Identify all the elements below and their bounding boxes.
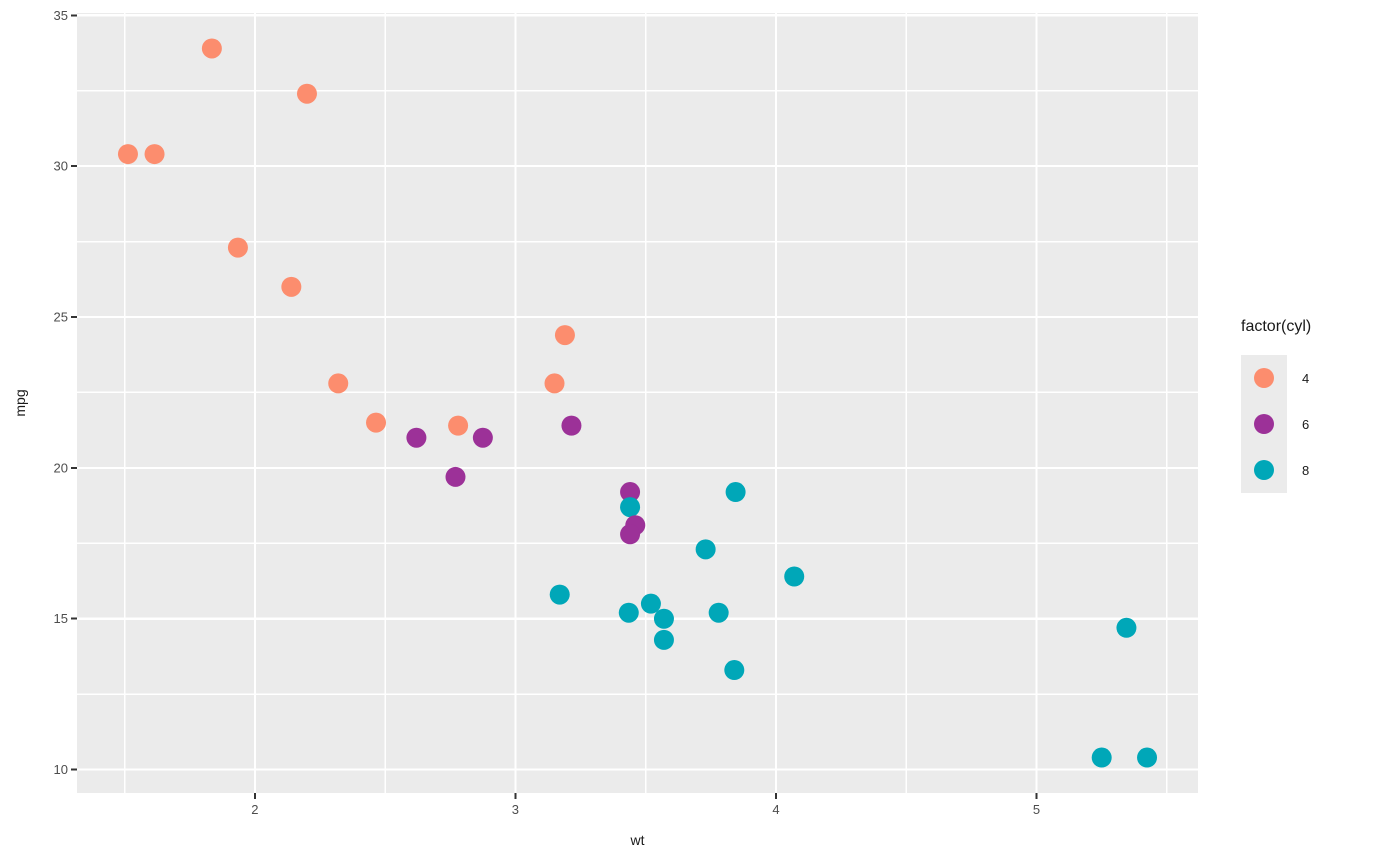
- data-point: [1137, 747, 1158, 768]
- legend-key-label: 8: [1302, 462, 1310, 478]
- y-tick-label: 15: [54, 611, 68, 626]
- legend-entry: 8: [1241, 447, 1311, 493]
- legend-key: [1241, 355, 1287, 401]
- y-tick-label: 30: [54, 159, 68, 174]
- data-point: [406, 427, 427, 448]
- data-point: [620, 482, 641, 503]
- legend-point-swatch: [1254, 414, 1274, 434]
- data-point: [117, 144, 138, 165]
- legend-point-swatch: [1254, 368, 1274, 388]
- plot-panel: [77, 13, 1198, 793]
- x-tick-label: 3: [512, 802, 519, 817]
- y-tick-label: 35: [54, 8, 68, 23]
- data-point: [144, 144, 165, 165]
- data-point: [296, 83, 317, 104]
- data-point: [227, 237, 248, 258]
- data-point: [1116, 617, 1137, 638]
- legend-keys: 4 6 8: [1241, 355, 1311, 493]
- y-tick-label: 20: [54, 460, 68, 475]
- data-point: [549, 584, 570, 605]
- y-tick-label: 25: [54, 310, 68, 325]
- legend-key-label: 4: [1302, 370, 1310, 386]
- data-point: [695, 539, 716, 560]
- data-point: [554, 325, 575, 346]
- data-point: [544, 373, 565, 394]
- legend-point-swatch: [1254, 460, 1274, 480]
- data-point: [1091, 747, 1112, 768]
- data-point: [784, 566, 805, 587]
- x-tick-label: 2: [251, 802, 258, 817]
- data-point: [618, 602, 639, 623]
- data-point: [472, 427, 493, 448]
- data-point: [724, 660, 745, 681]
- data-point: [445, 466, 466, 487]
- data-point: [620, 497, 641, 518]
- data-point: [328, 373, 349, 394]
- data-point: [561, 415, 582, 436]
- data-point: [708, 602, 729, 623]
- data-point: [653, 608, 674, 629]
- data-point: [653, 629, 674, 650]
- data-point: [725, 482, 746, 503]
- x-axis-title: wt: [630, 832, 645, 848]
- data-point: [201, 38, 222, 59]
- data-point: [281, 276, 302, 297]
- legend-key: [1241, 401, 1287, 447]
- data-point: [448, 415, 469, 436]
- legend-entry: 4: [1241, 355, 1311, 401]
- y-tick-label: 10: [54, 762, 68, 777]
- y-axis-title: mpg: [12, 389, 28, 417]
- data-point: [620, 524, 641, 545]
- legend-key: [1241, 447, 1287, 493]
- data-point: [366, 412, 387, 433]
- x-tick-label: 4: [772, 802, 779, 817]
- x-tick-label: 5: [1033, 802, 1040, 817]
- legend: factor(cyl) 4 6 8: [1241, 318, 1311, 493]
- legend-key-label: 6: [1302, 416, 1310, 432]
- legend-title: factor(cyl): [1241, 318, 1312, 335]
- data-point: [640, 593, 661, 614]
- legend-entry: 6: [1241, 401, 1311, 447]
